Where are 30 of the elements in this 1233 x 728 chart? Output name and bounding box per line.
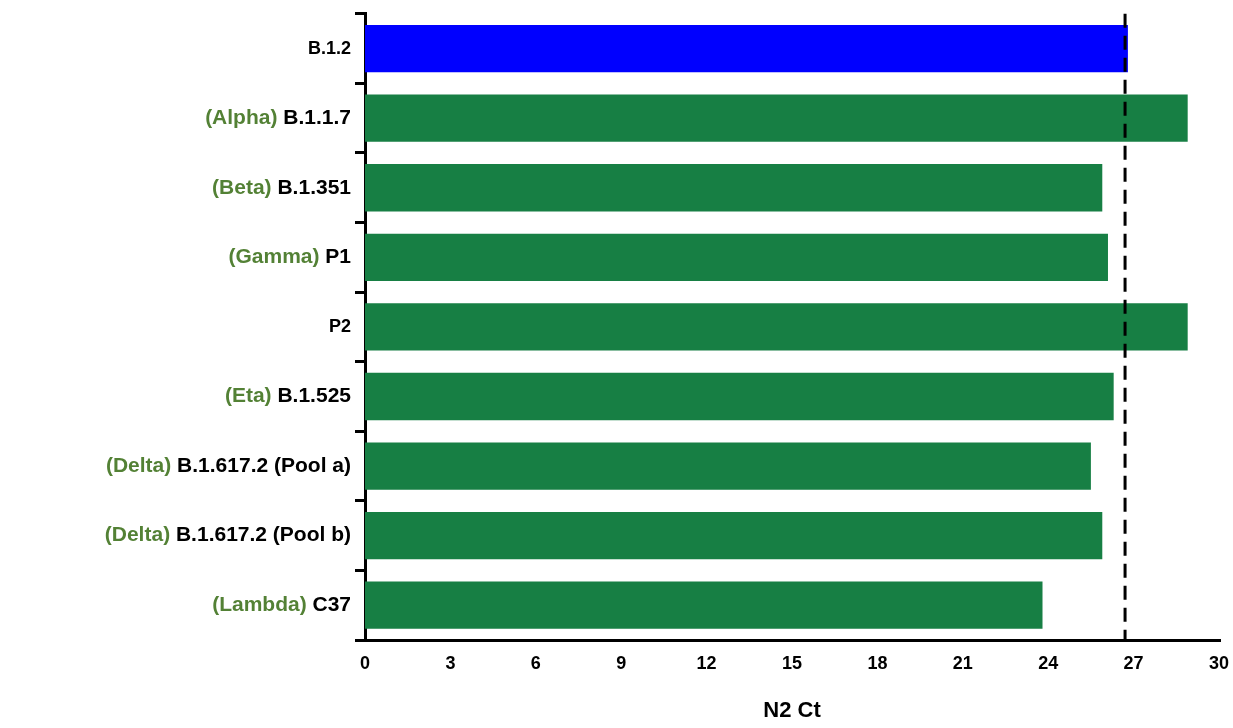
x-tick-label: 0 <box>359 652 371 673</box>
bar <box>365 442 1091 490</box>
x-axis-title: N2 Ct <box>763 696 822 722</box>
bar <box>365 94 1188 142</box>
y-tick-label: B.1.2 <box>307 37 351 58</box>
y-tick-label: (Eta) B.1.525 <box>224 383 352 407</box>
y-tick-label: (Alpha) B.1.1.7 <box>205 104 351 128</box>
x-tick-label: 6 <box>530 652 541 673</box>
y-tick-label: (Beta) B.1.351 <box>212 174 352 198</box>
y-tick-label: (Gamma) P1 <box>228 244 352 268</box>
x-tick-label: 24 <box>1038 652 1059 673</box>
x-tick-label: 12 <box>696 652 717 673</box>
y-tick-label: (Lambda) C37 <box>212 592 351 616</box>
x-tick-label: 3 <box>445 652 456 673</box>
bar <box>365 581 1043 629</box>
bar <box>365 233 1108 281</box>
y-tick-label: (Delta) B.1.617.2 (Pool a) <box>105 452 351 476</box>
x-tick-label: 9 <box>616 652 627 673</box>
x-tick-label: 27 <box>1123 652 1144 673</box>
x-tick-label: 30 <box>1208 652 1230 673</box>
bar <box>365 372 1114 421</box>
x-tick-label: 15 <box>781 652 803 673</box>
x-tick-label: 21 <box>952 652 973 673</box>
bar <box>365 303 1188 351</box>
bar <box>365 511 1103 560</box>
x-tick-label: 18 <box>867 652 888 673</box>
y-tick-label: (Delta) B.1.617.2 (Pool b) <box>104 522 351 546</box>
bar <box>365 24 1128 73</box>
y-tick-label: P2 <box>328 315 351 336</box>
bar <box>365 164 1103 212</box>
